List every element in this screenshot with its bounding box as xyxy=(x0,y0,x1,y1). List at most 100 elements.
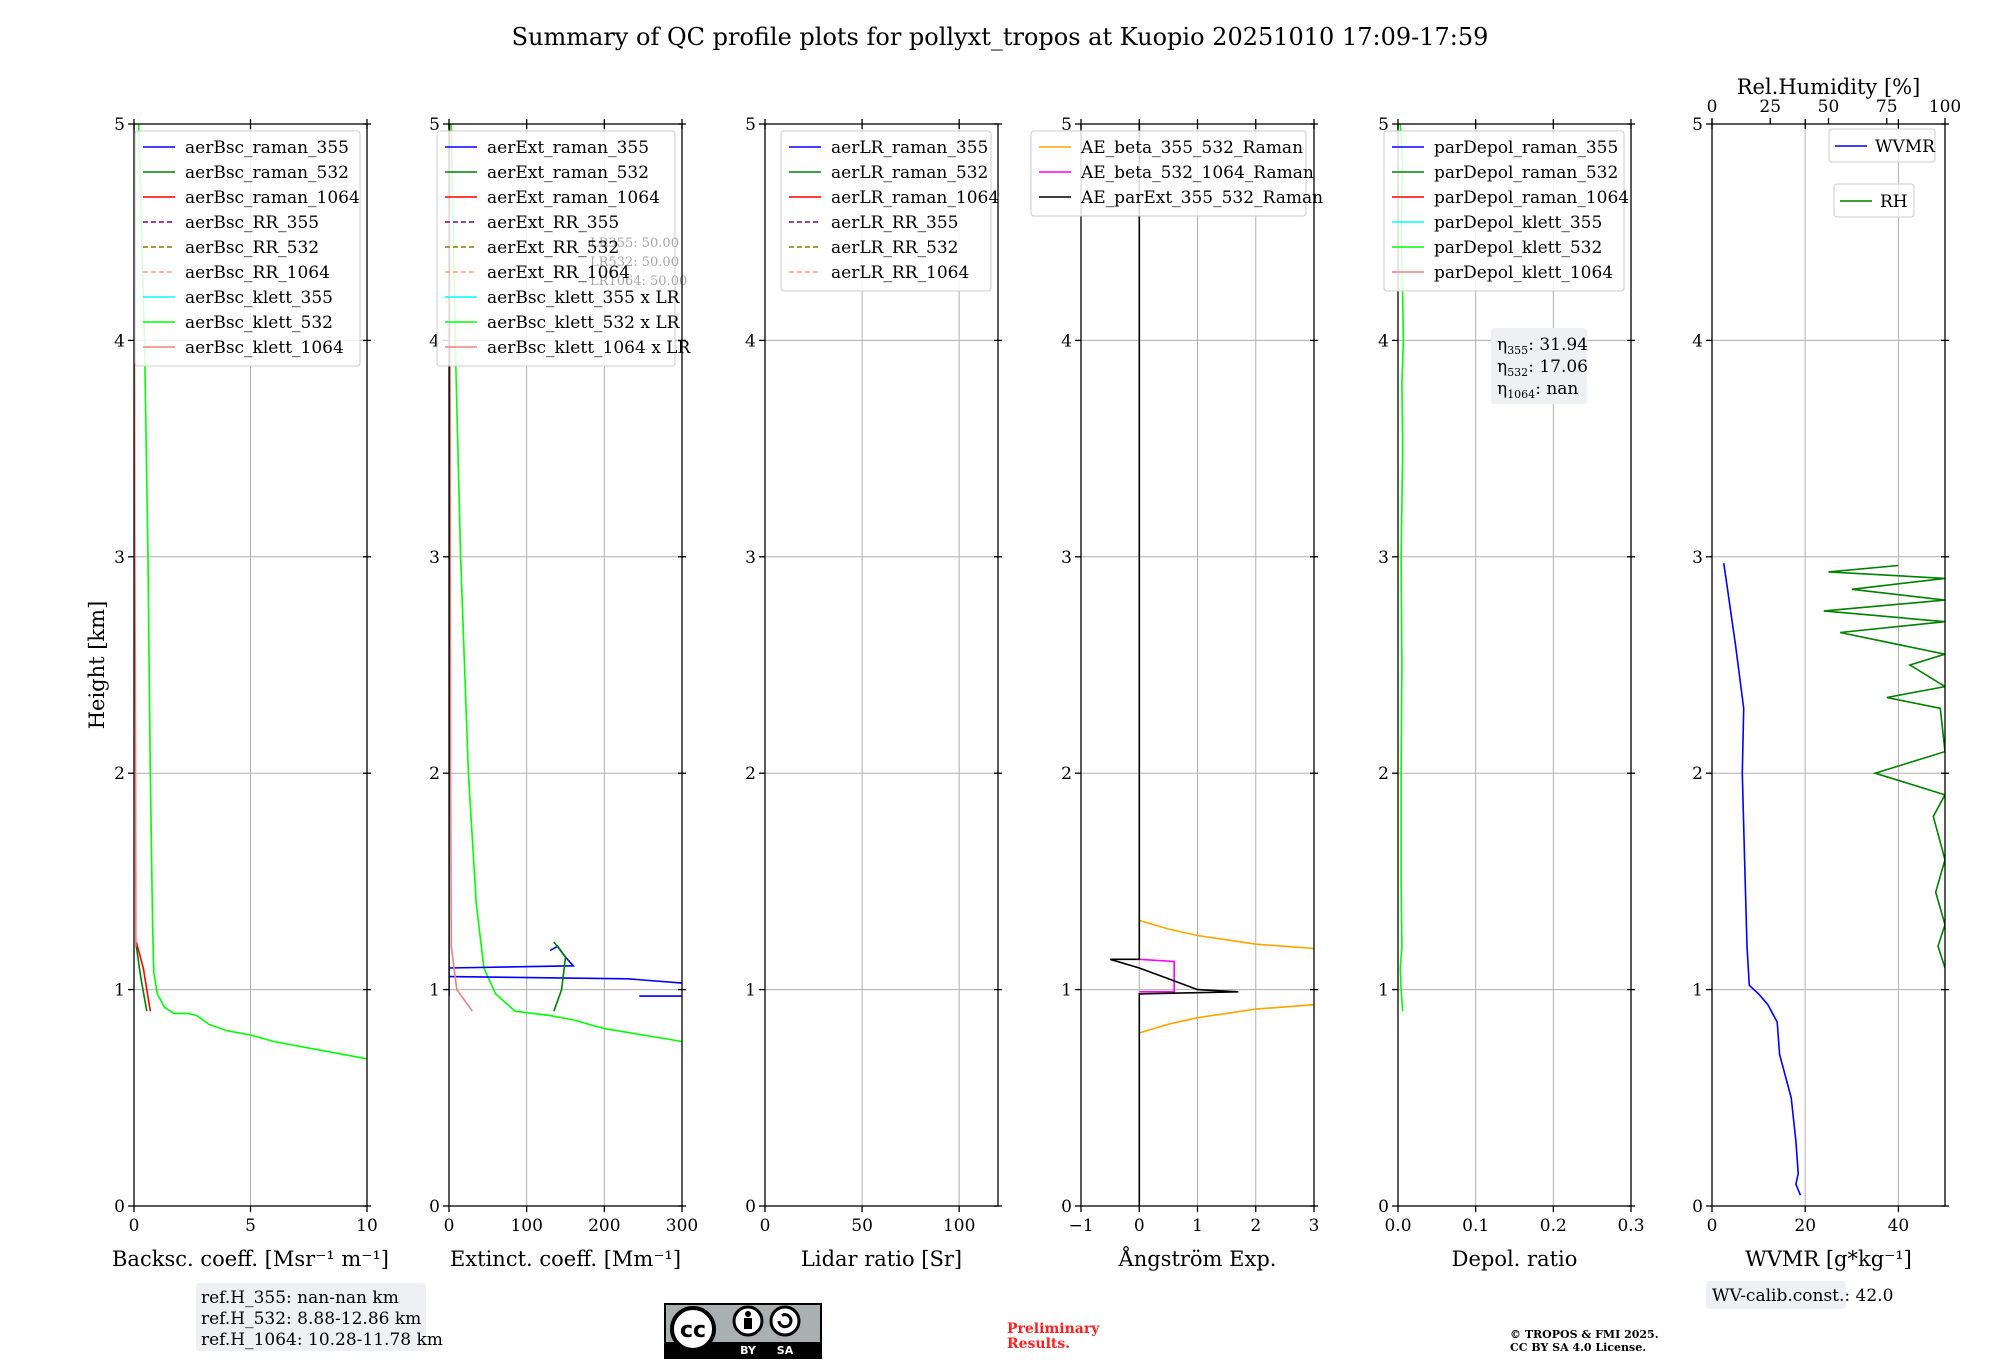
y-tick-label: 0 xyxy=(429,1197,440,1217)
y-tick-label: 5 xyxy=(429,115,440,135)
eta1064-value: nan xyxy=(1546,379,1578,399)
x-axis-label: Ångström Exp. xyxy=(1118,1246,1277,1271)
legend-label: aerBsc_raman_1064 xyxy=(185,188,360,208)
ref-h-532: ref.H_532: 8.88-12.86 km xyxy=(201,1309,421,1329)
cc-by-sa-badge: cc BY SA xyxy=(664,1303,822,1359)
x-tick-label: 10 xyxy=(356,1216,378,1236)
y-tick-label: 3 xyxy=(745,548,756,568)
reference-heights-box: ref.H_355: nan-nan km ref.H_532: 8.88-12… xyxy=(196,1283,443,1351)
legend-label: aerLR_raman_1064 xyxy=(831,188,999,208)
x-tick-label: 20 xyxy=(1794,1216,1816,1236)
legend-label: WVMR xyxy=(1875,137,1936,157)
top-x-tick-label: 25 xyxy=(1759,97,1781,117)
y-tick-label: 2 xyxy=(1061,764,1072,784)
legend-label: parDepol_raman_355 xyxy=(1434,138,1618,158)
plot-area xyxy=(449,124,682,1043)
y-tick-label: 3 xyxy=(1061,548,1072,568)
legend-label: aerLR_raman_355 xyxy=(831,138,988,158)
axes-frame xyxy=(448,123,683,1207)
legend: parDepol_raman_355 parDepol_raman_532 parD… xyxy=(1383,130,1629,292)
x-tick-label: 0.3 xyxy=(1617,1216,1644,1236)
x-axis-label: Backsc. coeff. [Msr⁻¹ m⁻¹] xyxy=(112,1247,389,1271)
legend-label: aerBsc_klett_1064 x LR xyxy=(487,338,691,358)
legend-label: parDepol_klett_355 xyxy=(1434,213,1602,233)
legend-box xyxy=(1383,130,1625,292)
svg-text:η1064: nan: η1064: nan xyxy=(1497,379,1578,401)
y-tick-label: 5 xyxy=(745,115,756,135)
series-line-2 xyxy=(1139,1003,1314,1034)
chart-panel-3: 0 50 100 0 1 2 3 4 5 Lidar ratio [Sr] aerLR_raman_… xyxy=(745,115,1002,1271)
y-tick-label: 2 xyxy=(745,764,756,784)
x-tick-label: 2 xyxy=(1250,1216,1261,1236)
x-axis-label: Extinct. coeff. [Mm⁻¹] xyxy=(450,1247,681,1271)
series-line-3 xyxy=(449,945,576,969)
y-tick-label: 3 xyxy=(429,548,440,568)
legend-label: parDepol_klett_1064 xyxy=(1434,263,1613,283)
legend-label: RH xyxy=(1880,192,1908,212)
preliminary-note: Preliminary Results. xyxy=(1007,1321,1100,1352)
lr-annotation: LR355: 50.00 LR532: 50.00 LR1064: 50.00 xyxy=(590,236,687,289)
preliminary-line2: Results. xyxy=(1007,1336,1070,1352)
axes-frame xyxy=(1397,123,1632,1207)
legend: aerLR_raman_355 aerLR_raman_532 aerLR_rama… xyxy=(780,130,999,292)
eta-info-box: η355: 31.94 η532: 17.06 η1064: nan xyxy=(1491,328,1588,404)
x-tick-label: 0.0 xyxy=(1384,1216,1411,1236)
legend-label: aerExt_RR_1064 xyxy=(487,263,630,283)
copyright-note: © TROPOS & FMI 2025. CC BY SA 4.0 Licens… xyxy=(1510,1328,1659,1354)
x-tick-label: 0.1 xyxy=(1462,1216,1489,1236)
y-tick-label: 4 xyxy=(1692,331,1703,351)
legend-box xyxy=(436,130,676,367)
x-axis-label: Depol. ratio xyxy=(1452,1247,1578,1271)
y-tick-label: 5 xyxy=(114,115,125,135)
series-line-4 xyxy=(1109,124,1239,1206)
top-x-tick-label: 50 xyxy=(1818,97,1840,117)
copyright-line1: © TROPOS & FMI 2025. xyxy=(1510,1328,1659,1341)
series-line-3 xyxy=(1139,958,1175,993)
series-line-1 xyxy=(450,124,682,1043)
chart-panel-2: 0 100 200 300 0 1 2 3 4 5 Extinct. coeff. [Mm⁻¹] ae… xyxy=(429,115,698,1271)
y-tick-label: 1 xyxy=(1378,981,1389,1001)
x-tick-label: 0 xyxy=(444,1216,455,1236)
x-tick-label: 300 xyxy=(666,1216,698,1236)
legend-box xyxy=(134,130,361,367)
y-tick-label: 1 xyxy=(745,981,756,1001)
y-tick-label: 4 xyxy=(1061,331,1072,351)
legend-label: aerLR_raman_532 xyxy=(831,163,988,183)
ref-h-1064: ref.H_1064: 10.28-11.78 km xyxy=(201,1330,443,1350)
legend: aerExt_raman_355 aerExt_raman_532 aerExt_r… xyxy=(436,130,691,367)
legend-label: aerBsc_RR_355 xyxy=(185,213,319,233)
legend-label: aerExt_RR_355 xyxy=(487,213,619,233)
y-tick-label: 0 xyxy=(1692,1197,1703,1217)
axes-frame xyxy=(764,123,999,1207)
y-tick-label: 5 xyxy=(1061,115,1072,135)
y-tick-label: 4 xyxy=(1378,331,1389,351)
legend-label: aerExt_raman_532 xyxy=(487,163,649,183)
legend-label: aerBsc_klett_532 xyxy=(185,313,333,333)
chart-panel-5: 0.0 0.1 0.2 0.3 0 1 2 3 4 5 Depol. ratio parDepol_r… xyxy=(1378,115,1644,1271)
x-tick-label: 50 xyxy=(851,1216,873,1236)
top-x-tick-label: 100 xyxy=(1929,97,1961,117)
y-tick-label: 2 xyxy=(114,764,125,784)
x-tick-label: 0.2 xyxy=(1540,1216,1567,1236)
y-axis-label: Height [km] xyxy=(85,601,109,730)
ref-h-355: ref.H_355: nan-nan km xyxy=(201,1288,399,1308)
y-tick-label: 4 xyxy=(745,331,756,351)
y-tick-label: 4 xyxy=(429,331,440,351)
legend-label: aerExt_raman_355 xyxy=(487,138,649,158)
lr1064-label: LR1064: 50.00 xyxy=(590,274,687,289)
plot-area xyxy=(1109,124,1314,1206)
cc-by-label: BY xyxy=(740,1344,757,1357)
legend-label: aerBsc_raman_532 xyxy=(185,163,349,183)
legend-label: AE_beta_532_1064_Raman xyxy=(1080,163,1314,183)
cc-sa-label: SA xyxy=(777,1344,794,1357)
x-tick-label: 100 xyxy=(943,1216,975,1236)
legend: aerBsc_raman_355 aerBsc_raman_532 aerBsc_r… xyxy=(134,130,361,367)
legend-label: aerBsc_RR_532 xyxy=(185,238,319,258)
legend-label: aerBsc_klett_1064 xyxy=(185,338,344,358)
lr355-label: LR355: 50.00 xyxy=(590,236,679,251)
legend-label: aerLR_RR_532 xyxy=(831,238,958,258)
series-line-1 xyxy=(1139,919,1314,950)
wv-calib-text: WV-calib.const.: 42.0 xyxy=(1712,1286,1893,1306)
